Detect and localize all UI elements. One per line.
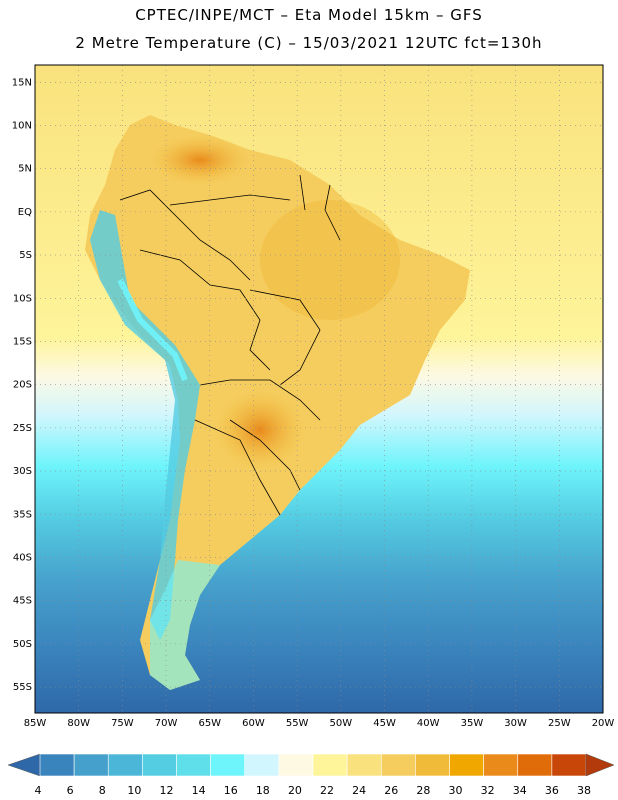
colorbar-tick-label: 10 — [127, 784, 141, 797]
latitude-label: 55S — [13, 682, 32, 693]
colorbar-tick-label: 18 — [256, 784, 270, 797]
colorbar-tick-label: 6 — [67, 784, 74, 797]
longitude-label: 45W — [373, 718, 396, 729]
colorbar-tick-label: 30 — [449, 784, 463, 797]
colorbar-segment — [278, 753, 314, 777]
andes-cold-strip — [90, 210, 200, 640]
longitude-label: 85W — [24, 718, 47, 729]
latitude-label: 15S — [13, 336, 32, 347]
patagonia-cool — [150, 560, 220, 690]
colorbar-tick-label: 22 — [320, 784, 334, 797]
colorbar-tick-label: 8 — [99, 784, 106, 797]
colorbar-tick-label: 16 — [224, 784, 238, 797]
latitude-label: 25S — [13, 423, 32, 434]
longitude-label: 40W — [417, 718, 440, 729]
latitude-label: 30S — [13, 466, 32, 477]
longitude-label: 70W — [155, 718, 178, 729]
longitude-label: 20W — [592, 718, 615, 729]
hotspot-venezuela — [150, 135, 250, 185]
colorbar-segment — [73, 753, 109, 777]
longitude-label: 65W — [198, 718, 221, 729]
colorbar-segment — [107, 753, 143, 777]
country-borders — [119, 174, 341, 516]
longitude-label: 50W — [330, 718, 353, 729]
latitude-label: 5N — [18, 164, 32, 175]
longitude-label: 60W — [242, 718, 265, 729]
colorbar-segment — [449, 753, 484, 777]
colorbar-max-arrow — [585, 753, 615, 777]
longitude-label: 55W — [286, 718, 309, 729]
colorbar-tick-label: 4 — [35, 784, 42, 797]
latitude-label: 5S — [19, 250, 32, 261]
colorbar-segment — [39, 753, 75, 777]
longitude-label: 25W — [548, 718, 571, 729]
longitude-label: 30W — [504, 718, 527, 729]
colorbar-tick-label: 38 — [577, 784, 591, 797]
latitude-label: 50S — [13, 639, 32, 650]
colorbar-segment — [142, 753, 177, 777]
latitude-label: 35S — [13, 509, 32, 520]
colorbar-tick-label: 26 — [384, 784, 398, 797]
colorbar-segment — [380, 753, 416, 777]
colorbar-tick-label: 12 — [159, 784, 173, 797]
longitude-label: 75W — [111, 718, 134, 729]
longitude-label: 80W — [67, 718, 90, 729]
colorbar-segment — [244, 753, 280, 777]
latitude-label: 20S — [13, 380, 32, 391]
colorbar-segment — [483, 753, 519, 777]
colorbar-segment — [176, 753, 211, 777]
colorbar-tick-label: 32 — [481, 784, 495, 797]
temperature-colorbar: 4 6 8 10 12 14 16 18 20 22 24 26 28 30 32 34 36 38 — [7, 753, 615, 797]
colorbar-tick-label: 24 — [352, 784, 366, 797]
colorbar-tick-label: 20 — [288, 784, 302, 797]
hotspot-paraguay — [215, 390, 305, 470]
temperature-map: 15N 10N 5N EQ 5S 10S 15S 20S 25S 30S 35S 40S 45S 50S 5… — [12, 64, 615, 729]
latitude-label: 40S — [13, 552, 32, 563]
longitude-label: 35W — [461, 718, 484, 729]
andes-highlight — [117, 278, 188, 382]
colorbar-min-arrow — [7, 753, 41, 777]
colorbar-segment — [312, 753, 348, 777]
latitude-label: EQ — [18, 207, 32, 218]
colorbar-segment — [210, 753, 246, 777]
latitude-labels: 15N 10N 5N EQ 5S 10S 15S 20S 25S 30S 35S 40S 45S 50S 5… — [12, 77, 32, 693]
latitude-label: 45S — [13, 596, 32, 607]
colorbar-segment — [346, 753, 382, 777]
colorbar-tick-label: 28 — [416, 784, 430, 797]
map-frame — [34, 64, 604, 714]
colorbar-segment — [517, 753, 553, 777]
latitude-label: 15N — [12, 77, 32, 88]
colorbar-tick-label: 14 — [192, 784, 206, 797]
warm-amazon — [260, 200, 400, 320]
colorbar-segment — [415, 753, 450, 777]
latitude-label: 10N — [12, 120, 32, 131]
latitude-label: 10S — [13, 293, 32, 304]
colorbar-tick-label: 34 — [513, 784, 527, 797]
longitude-labels: 85W 80W 75W 70W 65W 60W 55W 50W 45W 40W 35W 30W 25W 2… — [24, 718, 615, 729]
map-title: CPTEC/INPE/MCT – Eta Model 15km – GFS — [135, 6, 483, 24]
colorbar-tick-label: 36 — [545, 784, 559, 797]
map-subtitle: 2 Metre Temperature (C) – 15/03/2021 12U… — [75, 34, 543, 52]
colorbar-segment — [551, 753, 587, 777]
